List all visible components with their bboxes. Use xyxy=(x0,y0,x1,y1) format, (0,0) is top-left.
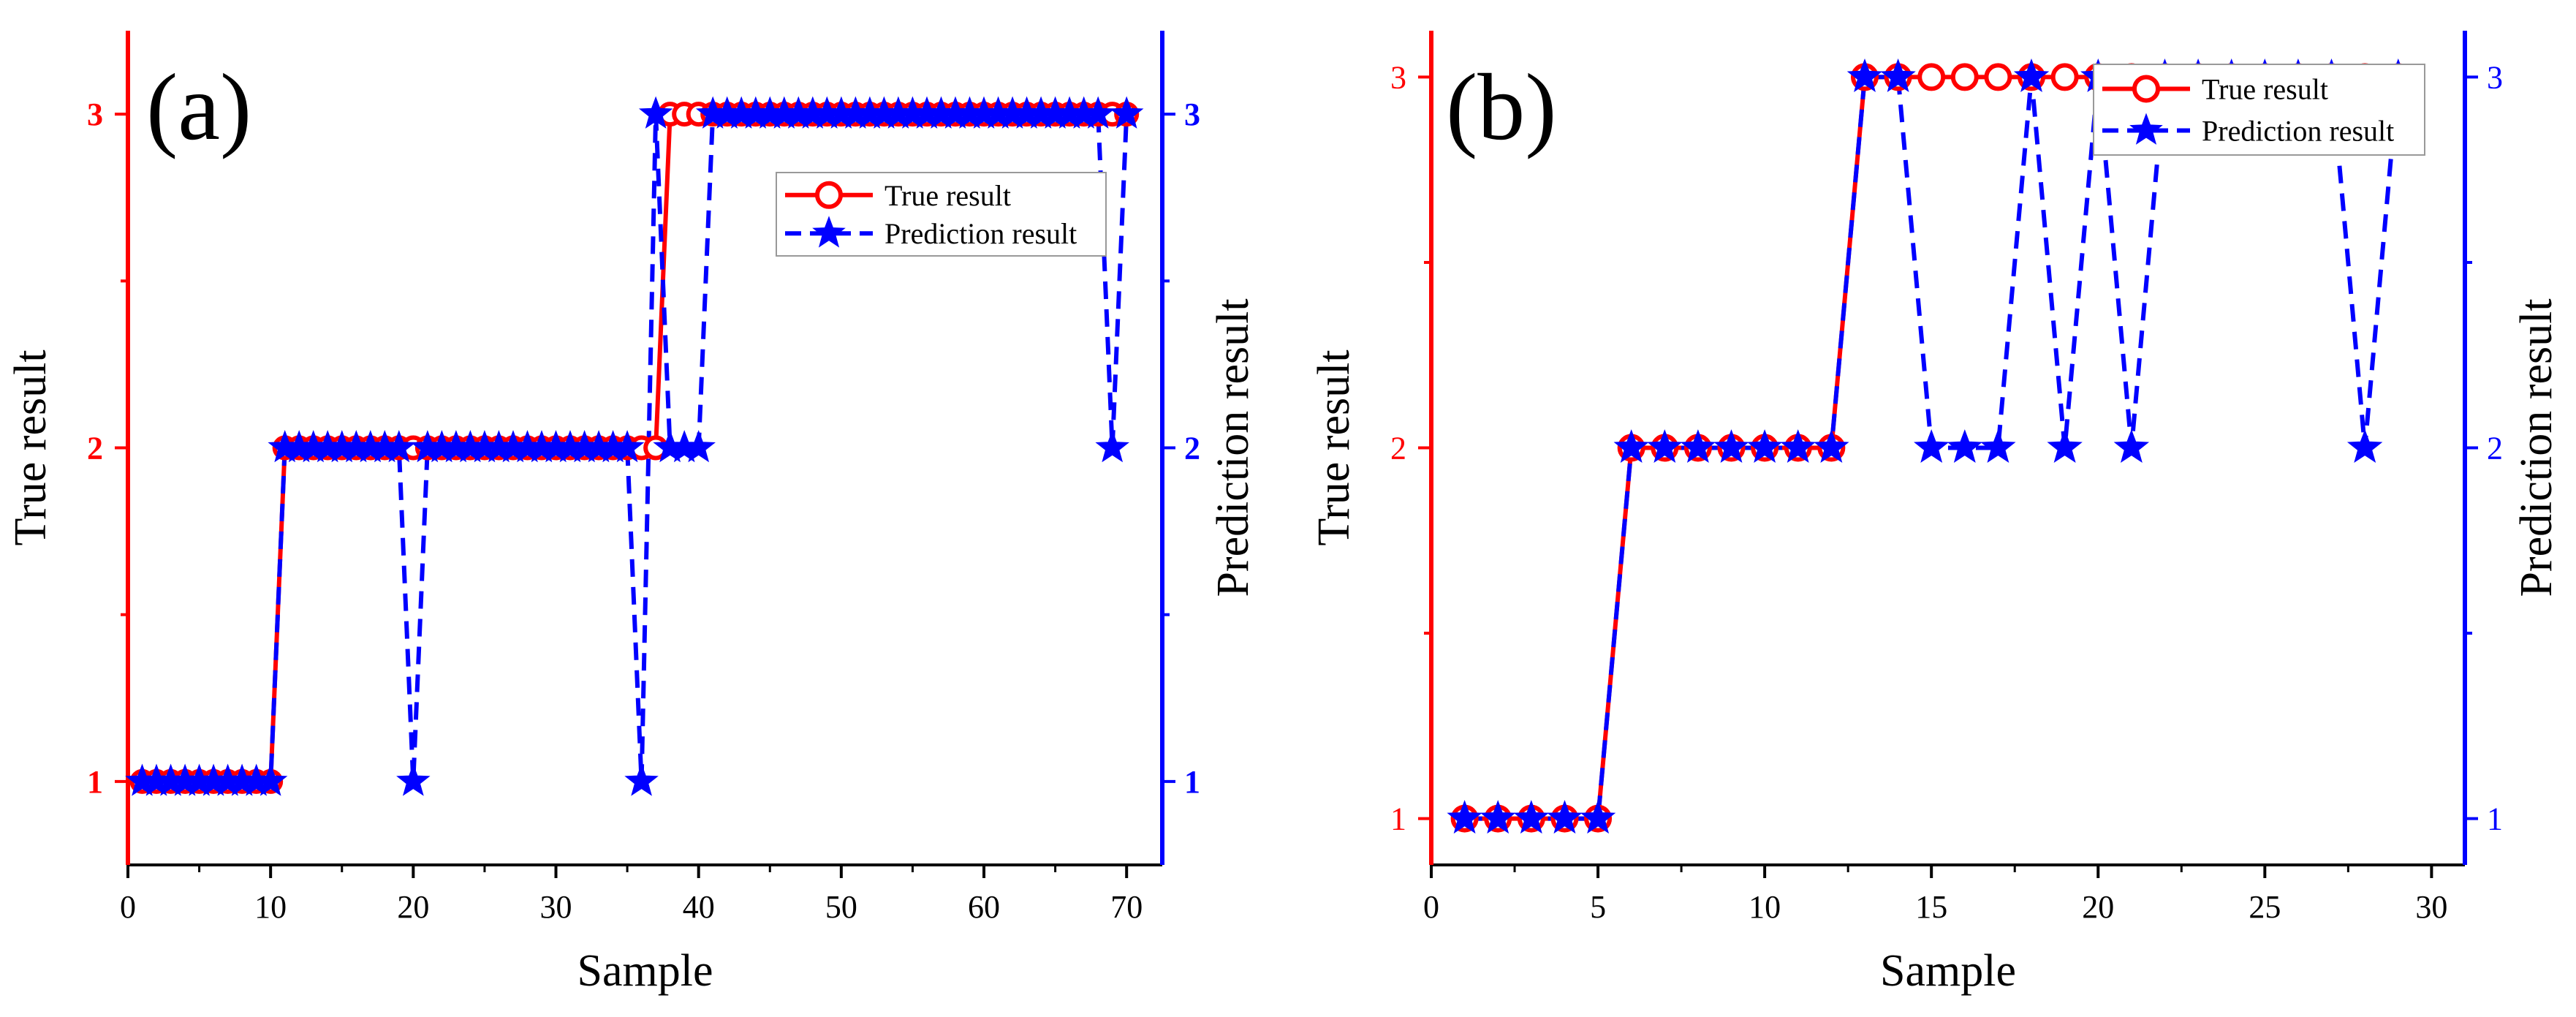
prediction-result-point xyxy=(396,763,431,796)
prediction-result-point xyxy=(1109,96,1144,129)
prediction-result-point xyxy=(1880,58,1916,92)
x-tick-label: 30 xyxy=(540,889,572,925)
panel-label: (a) xyxy=(146,55,251,160)
prediction-result-point xyxy=(681,430,716,463)
right-y-axis-title: Prediction result xyxy=(2512,298,2561,597)
x-axis-title: Sample xyxy=(577,946,713,996)
x-tick-label: 50 xyxy=(825,889,857,925)
x-tick-label: 10 xyxy=(254,889,287,925)
x-axis-title: Sample xyxy=(1880,946,2016,996)
x-tick-label: 20 xyxy=(2082,889,2114,925)
chart-panel-a: 0 10 20 30 40 50 60 70 1 1 2 2 3 3 Sample True result Pr… xyxy=(6,31,1258,996)
prediction-result-point xyxy=(2047,429,2083,464)
x-tick-label: 30 xyxy=(2415,889,2447,925)
prediction-result-point xyxy=(1547,800,1583,834)
true-result-point xyxy=(1984,63,2012,91)
prediction-result-point xyxy=(1647,429,1683,464)
legend-prediction-result-marker xyxy=(2129,113,2163,145)
left-y-axis-title: True result xyxy=(1309,349,1359,545)
x-tick-label: 25 xyxy=(2249,889,2281,925)
left-y-tick-label: 3 xyxy=(87,97,103,132)
legend-prediction-result-marker xyxy=(812,216,846,248)
legend-true-result-label: True result xyxy=(2202,72,2328,105)
prediction-result-point xyxy=(1947,429,1982,464)
prediction-result-point xyxy=(1513,800,1550,834)
prediction-result-point xyxy=(638,96,673,129)
legend-true-result-marker xyxy=(815,181,843,209)
prediction-result-point xyxy=(1480,800,1516,834)
x-tick-label: 70 xyxy=(1110,889,1143,925)
prediction-result-point xyxy=(1914,429,1950,464)
x-tick-label: 0 xyxy=(1423,889,1439,925)
left-y-axis-title: True result xyxy=(6,349,56,545)
prediction-result-point xyxy=(610,430,645,463)
right-y-tick-label: 3 xyxy=(1184,97,1200,132)
legend-true-result-marker xyxy=(2132,75,2160,103)
x-tick-label: 5 xyxy=(1590,889,1606,925)
legend: True result Prediction result xyxy=(776,172,1107,257)
legend-prediction-result-label: Prediction result xyxy=(2202,115,2394,148)
x-tick-label: 40 xyxy=(683,889,715,925)
x-tick-label: 10 xyxy=(1749,889,1781,925)
chart-panel-b: 0 5 10 15 20 25 30 1 1 2 2 3 3 Sample True result Predi… xyxy=(1309,31,2561,996)
x-tick-label: 20 xyxy=(397,889,429,925)
x-tick-label: 60 xyxy=(968,889,1000,925)
prediction-result-point xyxy=(2113,429,2150,464)
legend: True result Prediction result xyxy=(2093,64,2425,156)
prediction-result-point xyxy=(1613,429,1649,464)
left-y-tick-label: 1 xyxy=(1390,801,1406,837)
prediction-result-point xyxy=(1980,429,2016,464)
prediction-result-point xyxy=(1447,800,1482,834)
true-result-point xyxy=(1917,63,1946,91)
right-y-tick-label: 2 xyxy=(2487,431,2503,466)
prediction-result-point xyxy=(1814,429,1849,464)
panel-label: (b) xyxy=(1446,55,1557,160)
prediction-result-point xyxy=(2346,429,2383,464)
prediction-result-point xyxy=(253,763,288,796)
legend-prediction-result-label: Prediction result xyxy=(884,217,1077,250)
left-y-tick-label: 3 xyxy=(1390,59,1406,95)
true-result-point xyxy=(2050,63,2079,91)
legend-true-result-label: True result xyxy=(884,179,1011,212)
right-y-tick-label: 1 xyxy=(1184,764,1200,800)
right-y-tick-label: 3 xyxy=(2487,59,2503,95)
prediction-result-point xyxy=(1680,429,1716,464)
right-y-axis-title: Prediction result xyxy=(1208,298,1258,597)
x-tick-label: 0 xyxy=(120,889,136,925)
prediction-result-point xyxy=(2013,58,2050,92)
prediction-result-point xyxy=(1713,429,1749,464)
right-y-tick-label: 2 xyxy=(1184,431,1200,466)
prediction-result-point xyxy=(1746,429,1783,464)
left-y-tick-label: 2 xyxy=(1390,431,1406,466)
prediction-result-point xyxy=(624,763,659,796)
prediction-result-point xyxy=(1095,430,1129,463)
prediction-result-point xyxy=(1580,800,1616,834)
prediction-result-point xyxy=(1846,58,1883,92)
left-y-tick-label: 2 xyxy=(87,431,103,466)
prediction-result-point xyxy=(1780,429,1816,464)
right-y-tick-label: 1 xyxy=(2487,801,2503,837)
left-y-tick-label: 1 xyxy=(87,764,103,800)
true-result-point xyxy=(1950,63,1979,91)
x-tick-label: 15 xyxy=(1915,889,1947,925)
